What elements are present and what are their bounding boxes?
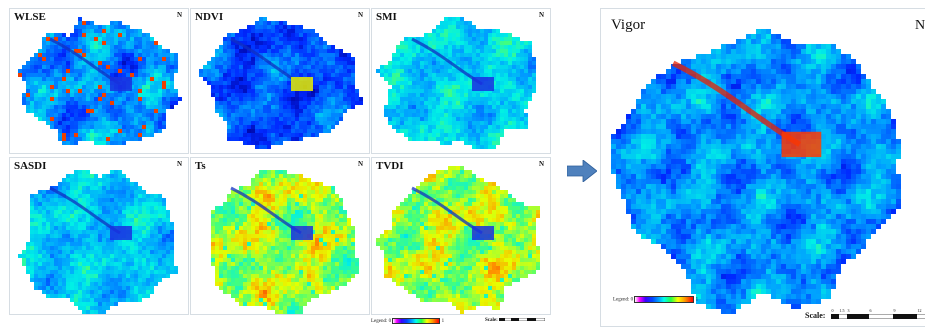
map-panel-ndvi: NDVI N xyxy=(190,8,370,154)
north-arrow-icon: N xyxy=(357,11,364,19)
scale-small: Scale: xyxy=(485,318,546,323)
scale-bar xyxy=(499,318,546,322)
panel-title-sasdi: SASDI xyxy=(14,160,47,172)
legend-colorbar xyxy=(392,318,441,324)
panel-title-smi: SMI xyxy=(376,11,397,23)
panel-title-tvdi: TVDI xyxy=(376,160,404,172)
legend-small: Legend: 0 1 xyxy=(371,318,444,324)
north-arrow-icon: N xyxy=(357,160,364,168)
north-arrow-icon: N xyxy=(915,18,925,33)
panel-title-ndvi: NDVI xyxy=(195,11,224,23)
legend-large: Legend: 0 1 xyxy=(613,296,698,303)
map-raster-ts xyxy=(211,170,359,314)
map-raster-ndvi xyxy=(199,17,363,149)
legend-min: 0 xyxy=(388,319,392,325)
map-raster-vigor xyxy=(611,29,901,314)
right-arrow-icon xyxy=(566,159,598,183)
north-arrow-icon: N xyxy=(538,160,545,168)
north-arrow-icon: N xyxy=(176,160,183,168)
legend-colorbar xyxy=(634,296,695,303)
legend-label: Legend: xyxy=(371,319,388,325)
map-panel-wlse: WLSE N xyxy=(9,8,189,154)
north-arrow-icon: N xyxy=(176,11,183,19)
north-arrow-icon: N xyxy=(538,11,545,19)
scale-bar: 0 1.5 3 6 9 12 xyxy=(831,308,925,319)
panel-title-ts: Ts xyxy=(195,160,206,172)
map-panel-smi: SMI N xyxy=(371,8,551,154)
map-panel-ts: Ts N xyxy=(190,157,370,315)
panel-title-vigor: Vigor xyxy=(611,17,646,33)
map-raster-sasdi xyxy=(18,170,178,314)
legend-max: 1 xyxy=(441,319,445,325)
scale-large: Scale: 0 1.5 3 6 9 12 xyxy=(805,308,925,320)
legend-label: Legend: xyxy=(613,297,630,303)
legend-min: 0 xyxy=(630,297,634,303)
map-panel-tvdi: TVDI N xyxy=(371,157,551,315)
map-panel-vigor: Vigor N Legend: 0 1 Scale: 0 1.5 3 6 9 1… xyxy=(600,8,925,327)
legend-max: 1 xyxy=(695,297,699,303)
scale-label: Scale: xyxy=(805,311,826,320)
map-panel-sasdi: SASDI N xyxy=(9,157,189,315)
map-raster-tvdi xyxy=(376,166,540,314)
panel-title-wlse: WLSE xyxy=(14,11,46,23)
map-raster-smi xyxy=(376,17,536,149)
map-raster-wlse xyxy=(18,17,182,145)
scale-label: Scale: xyxy=(485,318,498,323)
